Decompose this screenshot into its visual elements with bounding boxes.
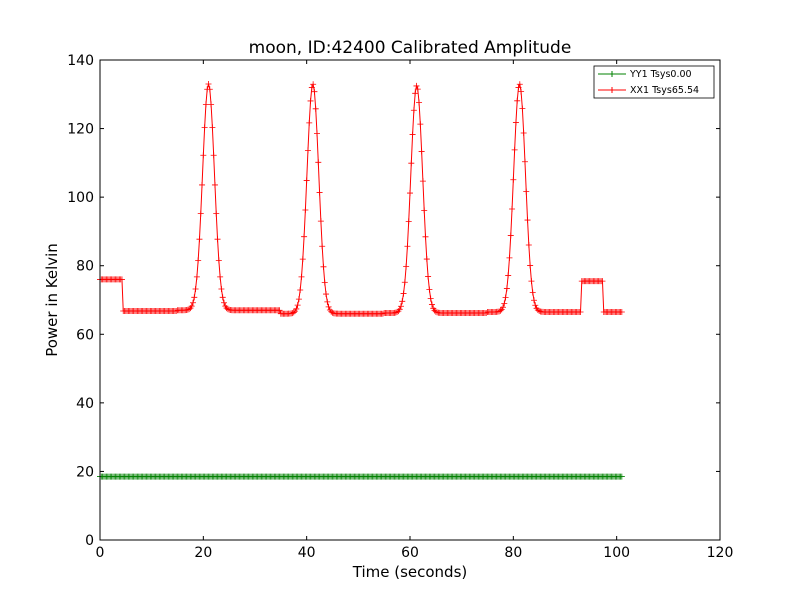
axes-ticks: 0 20 40 60 80 100 120 0 20 40 60 80 100 120 140: [67, 53, 733, 561]
series-xx1: [97, 81, 625, 317]
y-tick-label: 140: [67, 53, 94, 69]
legend-marker: [609, 87, 615, 93]
x-tick-label: 20: [194, 545, 212, 561]
x-tick-label: 40: [298, 545, 316, 561]
legend: YY1 Tsys0.00 XX1 Tsys65.54: [593, 65, 715, 99]
legend-marker: [609, 71, 615, 77]
series-yy1: [97, 473, 625, 480]
y-tick-label: 20: [76, 464, 94, 480]
y-tick-label: 0: [85, 533, 94, 549]
x-tick-label: 120: [707, 545, 734, 561]
y-tick-label: 100: [67, 190, 94, 206]
x-tick-label: 100: [603, 545, 630, 561]
y-axis-label: Power in Kelvin: [43, 243, 61, 357]
y-tick-label: 60: [76, 327, 94, 343]
legend-label-yy1: YY1 Tsys0.00: [629, 69, 692, 80]
y-tick-label: 120: [67, 122, 94, 138]
legend-box: [593, 65, 715, 99]
plot-area: [97, 81, 625, 480]
y-tick-label: 40: [76, 396, 94, 412]
x-tick-label: 60: [401, 545, 419, 561]
series-markers: [97, 473, 625, 480]
x-tick-label: 0: [96, 545, 105, 561]
chart-title: moon, ID:42400 Calibrated Amplitude: [249, 38, 572, 58]
legend-label-xx1: XX1 Tsys65.54: [630, 85, 699, 96]
y-tick-label: 80: [76, 259, 94, 275]
x-tick-label: 80: [504, 545, 522, 561]
x-axis-label: Time (seconds): [352, 563, 468, 581]
